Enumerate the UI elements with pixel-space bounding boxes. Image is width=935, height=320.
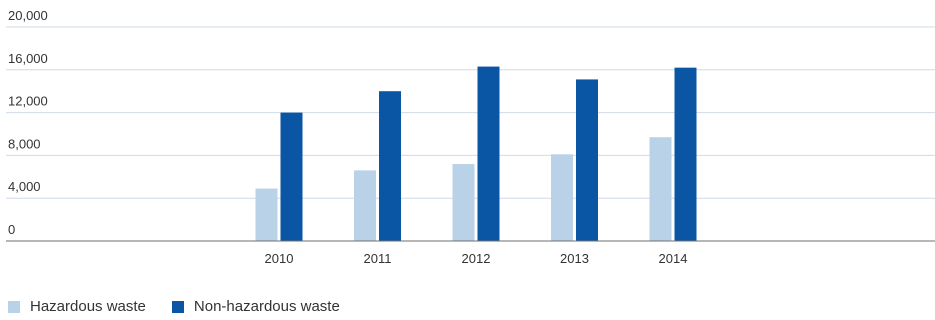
bar-hazardous-2012	[452, 163, 475, 241]
bar-non-hazardous-2014	[674, 67, 697, 241]
legend-label-non-hazardous: Non-hazardous waste	[193, 298, 340, 315]
x-tick-label: 2011	[364, 251, 392, 266]
y-tick-label: 20,000	[8, 8, 48, 23]
legend-swatch-hazardous	[8, 300, 20, 313]
x-axis-ticks: 2010 2011 2012 2013 2014	[265, 251, 688, 266]
y-tick-label: 0	[8, 222, 15, 237]
y-axis-ticks: 0 4,000 8,000 12,000 16,000 20,000	[8, 8, 48, 237]
x-tick-label: 2012	[462, 251, 491, 266]
bar-hazardous-2010	[255, 188, 278, 241]
bar-non-hazardous-2013	[576, 79, 598, 242]
legend-swatch-non-hazardous	[171, 300, 184, 313]
x-tick-label: 2014	[659, 251, 688, 266]
bar-non-hazardous-2012	[477, 66, 500, 241]
legend-item-hazardous: Hazardous waste	[8, 298, 146, 315]
x-tick-label: 2010	[265, 251, 294, 266]
y-tick-label: 4,000	[8, 179, 41, 194]
legend-label-hazardous: Hazardous waste	[30, 298, 146, 315]
bar-hazardous-2013	[551, 154, 573, 241]
legend: Hazardous waste Non-hazardous waste	[8, 298, 366, 315]
bar-non-hazardous-2011	[379, 91, 401, 241]
bar-non-hazardous-2010	[280, 112, 303, 241]
y-tick-label: 12,000	[8, 94, 48, 109]
legend-item-non-hazardous: Non-hazardous waste	[171, 298, 340, 315]
y-tick-label: 8,000	[8, 136, 41, 151]
x-tick-label: 2013	[560, 251, 589, 266]
bars	[255, 66, 697, 242]
bar-hazardous-2011	[354, 170, 376, 241]
bar-hazardous-2014	[649, 137, 672, 241]
y-tick-label: 16,000	[8, 51, 48, 66]
gridlines	[6, 26, 935, 199]
